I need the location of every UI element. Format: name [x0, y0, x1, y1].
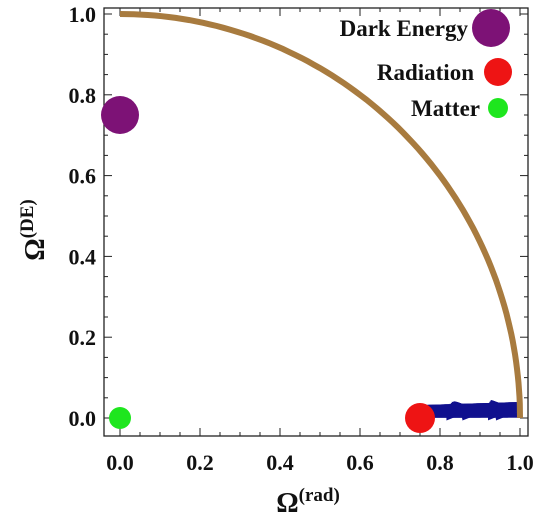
stream-arrow — [446, 413, 456, 421]
y-tick-labels: 0.0 0.2 0.4 0.6 0.8 1.0 — [69, 2, 97, 431]
legend-marker-radiation — [484, 58, 512, 86]
x-tick-labels: 0.0 0.2 0.4 0.6 0.8 1.0 — [106, 450, 534, 475]
x-tick-label: 0.8 — [426, 450, 454, 475]
x-axis-label-base: Ω — [276, 488, 298, 519]
unit-circle-boundary — [119, 11, 523, 419]
legend-label-matter: Matter — [411, 96, 480, 121]
legend-marker-dark-energy — [472, 9, 510, 47]
y-axis-label-base: Ω — [20, 238, 51, 260]
y-tick-label: 1.0 — [69, 2, 97, 27]
legend-label-radiation: Radiation — [377, 60, 474, 85]
y-axis-label: Ω(DE) — [17, 199, 51, 260]
legend-marker-matter — [488, 98, 508, 118]
y-tick-label: 0.0 — [69, 406, 97, 431]
x-tick-label: 0.4 — [266, 450, 294, 475]
x-tick-label: 0.6 — [346, 450, 374, 475]
x-tick-label: 0.0 — [106, 450, 134, 475]
fixed-point-matter — [109, 407, 131, 429]
x-axis-label: Ω(rad) — [276, 485, 340, 519]
y-tick-label: 0.6 — [69, 164, 97, 189]
y-tick-label: 0.2 — [69, 325, 97, 350]
x-axis-label-sup: (rad) — [299, 485, 340, 506]
fixed-point-dark-energy — [101, 96, 139, 134]
y-axis-label-sup: (DE) — [17, 199, 38, 238]
unit-circle-arc — [119, 11, 523, 419]
fixed-point-radiation — [405, 403, 435, 433]
fixed-points — [101, 96, 435, 433]
frame-ticks — [104, 8, 528, 436]
x-tick-label: 1.0 — [506, 450, 534, 475]
plot-frame — [103, 7, 529, 437]
legend-label-dark-energy: Dark Energy — [340, 16, 469, 41]
stream-arrow — [488, 413, 498, 421]
y-tick-label: 0.4 — [69, 244, 97, 269]
x-tick-label: 0.2 — [186, 450, 214, 475]
legend: Dark Energy Radiation Matter — [340, 9, 512, 121]
y-tick-label: 0.8 — [69, 83, 97, 108]
